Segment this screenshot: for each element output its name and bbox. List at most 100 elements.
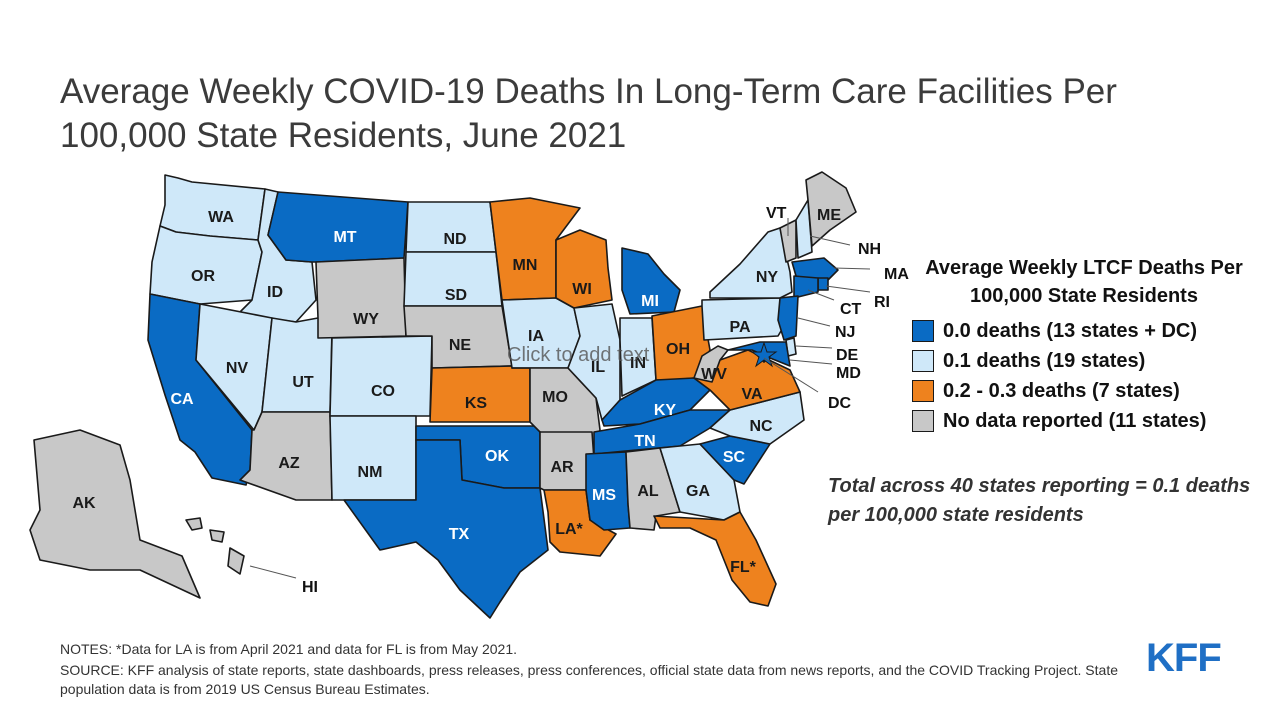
state-label-ma: MA: [884, 266, 909, 283]
state-label-in: IN: [630, 355, 646, 372]
state-label-wv: WV: [701, 366, 727, 383]
state-label-sc: SC: [723, 449, 746, 466]
state-label-dc: DC: [828, 395, 852, 412]
state-label-va: VA: [741, 386, 762, 403]
legend-label: No data reported (11 states): [943, 409, 1207, 432]
leader-line-dc: [763, 357, 819, 393]
notes-text: NOTES: *Data for LA is from April 2021 a…: [60, 641, 518, 657]
legend-item-orange: 0.2 - 0.3 deaths (7 states): [912, 376, 1262, 406]
legend-swatch: [912, 350, 934, 372]
state-label-ny: NY: [756, 269, 779, 286]
state-label-de: DE: [836, 347, 859, 364]
state-label-nc: NC: [749, 418, 773, 435]
state-vt: [779, 219, 797, 263]
state-me: [805, 171, 857, 247]
leader-line-nh: [809, 235, 851, 246]
legend-label: 0.1 deaths (19 states): [943, 349, 1146, 372]
legend: Average Weekly LTCF Deaths Per 100,000 S…: [912, 254, 1262, 436]
state-label-mi: MI: [641, 293, 659, 310]
state-label-oh: OH: [666, 341, 690, 358]
legend-label: 0.2 - 0.3 deaths (7 states): [943, 379, 1180, 402]
state-nh: [795, 199, 813, 259]
state-label-ak: AK: [72, 495, 96, 512]
state-label-ca: CA: [170, 391, 194, 408]
state-tx: [343, 439, 549, 619]
state-label-vt: VT: [766, 205, 787, 222]
state-label-ut: UT: [292, 374, 314, 391]
state-mt: [267, 191, 409, 263]
state-mi: [621, 247, 681, 315]
state-ct: [793, 275, 819, 299]
state-co: [329, 335, 433, 417]
state-label-wy: WY: [353, 311, 379, 328]
state-label-nh: NH: [858, 241, 881, 258]
state-label-ne: NE: [449, 337, 472, 354]
state-label-ky: KY: [654, 402, 677, 419]
legend-swatch: [912, 380, 934, 402]
state-label-pa: PA: [729, 319, 750, 336]
state-label-wa: WA: [208, 209, 234, 226]
leader-line-de: [795, 345, 833, 349]
state-label-id: ID: [267, 284, 283, 301]
state-label-ks: KS: [465, 395, 488, 412]
state-fl: [653, 511, 777, 607]
total-note: Total across 40 states reporting = 0.1 d…: [828, 475, 1251, 526]
state-label-tx: TX: [449, 526, 470, 543]
state-nj: [777, 295, 799, 341]
state-label-nm: NM: [358, 464, 383, 481]
state-sc: [699, 435, 771, 485]
state-hi: [185, 517, 245, 575]
state-label-ga: GA: [686, 483, 710, 500]
state-label-la: LA*: [555, 521, 583, 538]
legend-swatch: [912, 410, 934, 432]
legend-item-gray: No data reported (11 states): [912, 406, 1262, 436]
state-label-al: AL: [637, 483, 659, 500]
state-ks: [429, 365, 531, 423]
legend-swatch: [912, 320, 934, 342]
state-label-ar: AR: [550, 459, 574, 476]
state-va: [693, 349, 801, 411]
leader-line-md: [789, 359, 833, 365]
dc-star-icon: [750, 341, 778, 368]
state-label-mt: MT: [333, 229, 356, 246]
state-label-az: AZ: [278, 455, 300, 472]
state-label-me: ME: [817, 207, 841, 224]
state-label-nj: NJ: [835, 324, 855, 341]
state-ak: [29, 429, 201, 599]
state-label-nd: ND: [443, 231, 466, 248]
state-in: [619, 317, 657, 397]
state-label-hi: HI: [302, 579, 318, 596]
state-wa: [159, 174, 266, 241]
state-label-mn: MN: [513, 257, 538, 274]
legend-title: Average Weekly LTCF Deaths Per 100,000 S…: [925, 257, 1243, 307]
legend-label: 0.0 deaths (13 states + DC): [943, 319, 1197, 342]
kff-logo: KFF: [1146, 636, 1222, 680]
state-label-nv: NV: [226, 360, 249, 377]
state-label-sd: SD: [445, 287, 467, 304]
map-title: Average Weekly COVID-19 Deaths In Long-T…: [60, 72, 1117, 155]
state-md: [727, 341, 791, 367]
leader-line-ct: [807, 289, 835, 301]
legend-item-dark: 0.0 deaths (13 states + DC): [912, 316, 1262, 346]
state-label-ok: OK: [485, 448, 509, 465]
state-label-ms: MS: [592, 487, 616, 504]
state-label-ct: CT: [840, 301, 862, 318]
leader-line-ri: [825, 285, 871, 293]
leader-line-nj: [797, 317, 831, 327]
state-label-or: OR: [191, 268, 215, 285]
footnotes: NOTES: *Data for LA is from April 2021 a…: [60, 640, 1120, 701]
state-label-tn: TN: [634, 433, 655, 450]
leader-line-hi: [249, 565, 297, 579]
state-label-il: IL: [591, 359, 605, 376]
legend-item-light: 0.1 deaths (19 states): [912, 346, 1262, 376]
state-wi: [555, 229, 613, 309]
state-label-ia: IA: [528, 328, 544, 345]
state-label-md: MD: [836, 365, 861, 382]
state-ri: [817, 277, 829, 291]
state-label-ri: RI: [874, 294, 890, 311]
state-ny: [709, 227, 793, 299]
state-label-co: CO: [371, 383, 395, 400]
state-label-wi: WI: [572, 281, 592, 298]
source-text: SOURCE: KFF analysis of state reports, s…: [60, 662, 1118, 697]
